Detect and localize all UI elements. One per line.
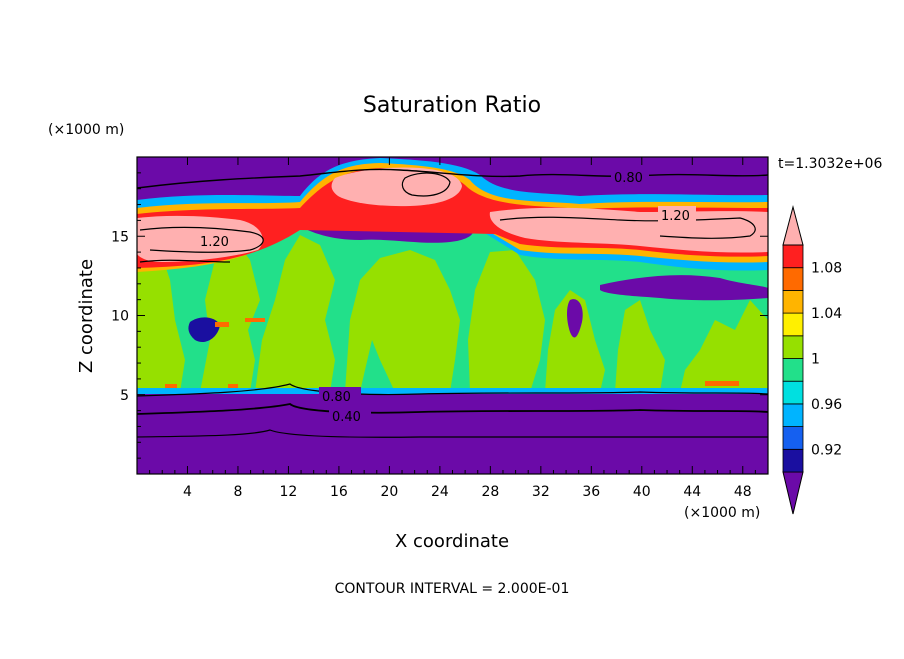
core-pink-top	[331, 167, 462, 207]
colorbar-band	[782, 358, 804, 382]
dry-patch-mid	[567, 299, 583, 338]
colorbar-label: 1.04	[811, 306, 842, 322]
colorbar-band	[782, 312, 804, 337]
colorbar-over-arrow	[782, 205, 804, 246]
colorbar-band	[782, 403, 804, 427]
contour-label: 1.20	[200, 235, 229, 250]
y-axis-title: Z coordinate	[76, 259, 97, 373]
colorbar-band	[782, 448, 804, 473]
x-tick-label: 32	[532, 484, 550, 500]
footer-contour-interval: CONTOUR INTERVAL = 2.000E-01	[335, 581, 570, 597]
y-tick-label: 5	[120, 388, 129, 404]
colorbar: 1.08 1.04 1 0.96 0.92	[782, 205, 842, 515]
dry-band-right	[600, 275, 768, 301]
colorbar-band	[782, 267, 804, 291]
colorbar-band	[782, 335, 804, 359]
base-cyan-line	[137, 388, 768, 394]
time-label: t=1.3032e+06	[778, 156, 882, 172]
speck-group	[165, 318, 739, 388]
x-tick-label: 28	[481, 484, 499, 500]
colorbar-band	[782, 426, 804, 450]
colorbar-band	[782, 244, 804, 269]
colorbar-band	[782, 289, 804, 314]
x-axis-ticks: 4 8 12 16 20 24 28 32 36 40 44 48	[149, 157, 756, 500]
x-tick-label: 16	[330, 484, 348, 500]
y-tick-label: 15	[111, 229, 129, 245]
x-tick-label: 12	[280, 484, 298, 500]
x-tick-label: 36	[582, 484, 600, 500]
x-units-label: (×1000 m)	[684, 505, 760, 521]
x-tick-label: 40	[633, 484, 651, 500]
dry-patch-left	[188, 317, 220, 343]
contour-label-group: 0.80 1.20 1.20 0.80 0.40	[197, 168, 696, 425]
x-tick-label: 24	[431, 484, 449, 500]
chart-title: Saturation Ratio	[363, 93, 541, 118]
contour-label: 0.80	[614, 171, 643, 186]
contour-label: 0.80	[322, 390, 351, 405]
x-tick-label: 8	[233, 484, 242, 500]
colorbar-label: 0.92	[811, 442, 842, 458]
contour-label: 0.40	[332, 410, 361, 425]
colorbar-label: 0.96	[811, 397, 842, 413]
colorbar-label: 1	[811, 352, 820, 368]
x-tick-label: 48	[734, 484, 752, 500]
x-tick-label: 4	[183, 484, 192, 500]
lower-dry-layer	[137, 394, 768, 474]
colorbar-under-arrow	[782, 471, 804, 515]
y-axis-ticks: 5 10 15	[111, 172, 768, 459]
colorbar-label: 1.08	[811, 261, 842, 277]
contour-field: 0.80 1.20 1.20 0.80 0.40	[137, 157, 768, 474]
x-tick-label: 44	[683, 484, 701, 500]
band-green-patches	[137, 235, 768, 392]
y-units-label: (×1000 m)	[48, 122, 124, 138]
x-tick-label: 20	[380, 484, 398, 500]
core-pink-right	[489, 207, 768, 253]
colorbar-band	[782, 380, 804, 405]
y-tick-label: 10	[111, 309, 129, 325]
contour-label: 1.20	[661, 209, 690, 224]
x-axis-title: X coordinate	[395, 531, 509, 552]
contour-lines	[137, 168, 768, 438]
